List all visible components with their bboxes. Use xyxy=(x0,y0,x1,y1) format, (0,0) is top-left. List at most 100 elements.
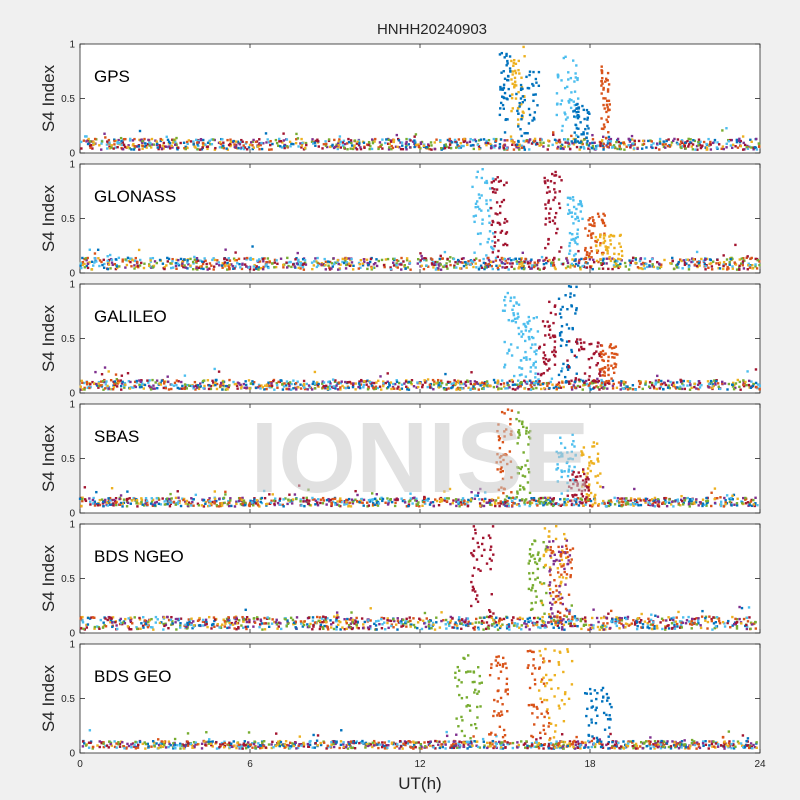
data-point xyxy=(664,383,668,387)
data-point xyxy=(86,142,90,146)
data-point xyxy=(327,139,331,143)
data-point xyxy=(571,142,574,145)
data-point xyxy=(607,131,610,134)
data-point xyxy=(420,254,423,258)
data-point xyxy=(515,417,518,421)
data-point xyxy=(600,378,603,382)
data-point xyxy=(504,304,507,307)
data-point xyxy=(283,144,286,148)
data-point xyxy=(380,143,383,147)
data-point xyxy=(565,503,568,507)
data-point xyxy=(708,143,711,147)
data-point xyxy=(503,262,507,266)
data-point xyxy=(725,127,728,130)
data-point xyxy=(527,468,530,471)
data-point xyxy=(607,373,610,377)
data-point xyxy=(605,245,608,249)
data-point xyxy=(400,497,403,500)
data-point xyxy=(496,453,499,456)
data-point xyxy=(110,258,114,262)
data-point xyxy=(551,350,554,354)
data-point xyxy=(520,85,524,89)
data-point xyxy=(515,302,518,305)
data-point xyxy=(379,375,382,378)
data-point xyxy=(302,500,305,503)
data-point xyxy=(572,495,575,498)
data-point xyxy=(723,382,727,385)
data-point xyxy=(228,267,231,271)
data-point xyxy=(404,380,408,383)
data-point xyxy=(362,504,365,507)
data-point xyxy=(588,366,592,369)
data-point xyxy=(534,93,537,96)
data-point xyxy=(602,127,605,131)
data-point xyxy=(271,262,274,265)
data-point xyxy=(282,139,285,142)
data-point xyxy=(301,141,304,145)
data-point xyxy=(648,264,651,267)
data-point xyxy=(153,504,157,507)
data-point xyxy=(204,259,207,262)
data-point xyxy=(439,254,442,258)
data-point xyxy=(579,341,583,345)
data-point xyxy=(602,257,605,261)
data-point xyxy=(315,381,319,384)
data-point xyxy=(177,146,180,149)
data-point xyxy=(692,258,695,261)
data-point xyxy=(514,257,518,260)
data-point xyxy=(369,498,372,502)
data-point xyxy=(595,240,598,244)
data-point xyxy=(463,382,466,386)
data-point xyxy=(586,124,589,128)
data-point xyxy=(518,105,521,108)
data-point xyxy=(391,500,394,504)
data-point xyxy=(100,140,104,143)
data-point xyxy=(579,199,582,203)
data-point xyxy=(582,265,586,268)
data-point xyxy=(262,267,265,271)
data-point xyxy=(486,501,489,504)
data-point xyxy=(608,235,611,238)
data-point xyxy=(611,146,615,149)
data-point xyxy=(596,238,600,242)
data-point xyxy=(464,263,468,266)
data-point xyxy=(598,354,601,358)
data-point xyxy=(604,137,608,140)
data-point xyxy=(606,501,610,505)
data-point xyxy=(680,494,683,498)
data-point xyxy=(580,501,584,505)
data-point xyxy=(544,203,547,206)
data-point xyxy=(483,382,486,385)
data-point xyxy=(140,379,143,382)
data-point xyxy=(367,143,370,147)
data-point xyxy=(194,146,197,149)
data-point xyxy=(219,142,223,146)
data-point xyxy=(176,490,179,493)
data-point xyxy=(339,381,343,385)
data-point xyxy=(636,147,639,151)
data-point xyxy=(215,499,218,503)
data-point xyxy=(178,387,181,390)
data-point xyxy=(582,453,585,456)
data-point xyxy=(194,138,198,142)
data-point xyxy=(729,258,732,261)
data-point xyxy=(330,262,334,265)
data-point xyxy=(551,504,555,508)
data-point xyxy=(523,475,527,478)
data-point xyxy=(559,344,563,348)
data-point xyxy=(499,101,503,105)
data-point xyxy=(177,380,180,383)
data-point xyxy=(196,384,199,387)
data-point xyxy=(582,145,585,149)
data-point xyxy=(524,375,528,378)
data-point xyxy=(262,260,265,263)
data-point xyxy=(488,214,491,218)
data-point xyxy=(729,138,732,142)
data-point xyxy=(157,502,161,506)
data-point xyxy=(504,232,508,235)
data-point xyxy=(567,285,571,288)
data-point xyxy=(497,496,500,499)
data-point xyxy=(690,386,693,390)
data-point xyxy=(608,256,611,259)
data-point xyxy=(386,503,390,506)
